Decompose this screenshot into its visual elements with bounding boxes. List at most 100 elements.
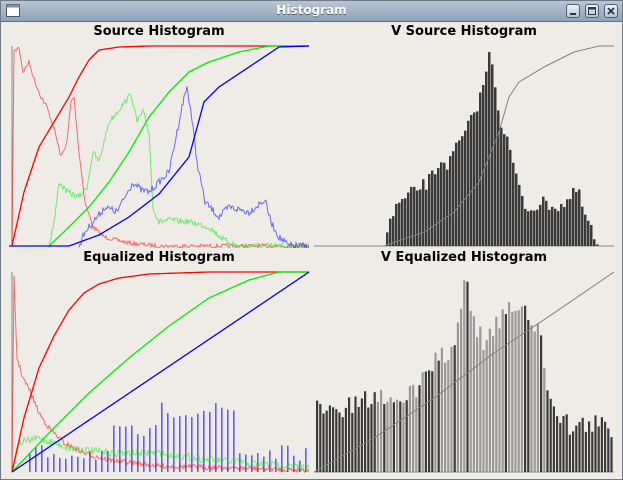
histogram-bar xyxy=(485,71,488,246)
histogram-bar xyxy=(590,224,593,246)
histogram-bar xyxy=(416,190,419,246)
histogram-bar xyxy=(401,198,404,246)
blue-histogram-bar xyxy=(305,448,307,472)
histogram-bar xyxy=(322,413,325,472)
blue-histogram-bar xyxy=(83,458,85,472)
histogram-bar xyxy=(560,204,563,246)
histogram-bar xyxy=(370,403,373,472)
histogram-bar xyxy=(546,390,549,472)
histogram-bar xyxy=(386,232,389,246)
blue-histogram-line xyxy=(78,86,309,248)
histogram-bar xyxy=(364,391,367,472)
histogram-bar xyxy=(581,206,584,246)
minimize-button[interactable] xyxy=(566,4,580,18)
histogram-bar xyxy=(520,306,523,472)
blue-histogram-bar xyxy=(197,413,199,472)
histogram-bar xyxy=(498,328,501,472)
blue-histogram-bar xyxy=(149,428,151,472)
blue-histogram-bar xyxy=(227,409,229,472)
panel-title: V Equalized Histogram xyxy=(380,250,548,265)
green-histogram-line xyxy=(48,93,309,248)
histogram-bar xyxy=(518,184,521,246)
histogram-bar xyxy=(536,323,539,472)
histogram-bar xyxy=(431,170,434,246)
histogram-bar xyxy=(552,406,555,472)
title-bar[interactable]: Histogram xyxy=(1,1,622,22)
histogram-bar xyxy=(335,409,338,472)
histogram-bar xyxy=(389,397,392,472)
blue-histogram-bar xyxy=(65,458,67,472)
histogram-bar xyxy=(424,371,427,472)
panel-title: V Source Histogram xyxy=(391,24,537,39)
histogram-bar xyxy=(455,142,458,246)
histogram-bar xyxy=(524,208,527,246)
histogram-bar xyxy=(449,156,452,246)
histogram-bar xyxy=(419,189,422,246)
minimize-icon xyxy=(570,13,576,15)
chart-icon xyxy=(6,4,20,17)
blue-histogram-bar xyxy=(161,402,163,472)
blue-histogram-bar xyxy=(47,457,49,472)
blue-histogram-bar xyxy=(101,450,103,472)
histogram-bar xyxy=(527,319,530,472)
blue-histogram-bar xyxy=(191,417,193,472)
histogram-bar xyxy=(447,360,450,472)
histogram-bar xyxy=(530,325,533,472)
close-button[interactable] xyxy=(604,4,618,18)
histogram-bar xyxy=(428,370,431,472)
histogram-bar xyxy=(469,310,472,472)
blue-histogram-bar xyxy=(221,407,223,472)
histogram-bar xyxy=(593,239,596,246)
histogram-bar xyxy=(376,401,379,472)
histogram-bar xyxy=(514,310,517,472)
histogram-bar xyxy=(572,431,575,472)
blue-cumulative-line xyxy=(11,271,309,473)
histogram-bar xyxy=(456,322,459,472)
histogram-bar xyxy=(418,385,421,472)
histogram-bar xyxy=(545,200,548,246)
blue-histogram-bar xyxy=(269,450,271,472)
green-cumulative-line xyxy=(11,271,309,473)
histogram-bar xyxy=(452,151,455,246)
histogram-bar xyxy=(325,410,328,472)
histogram-bar xyxy=(444,362,447,472)
histogram-bar xyxy=(354,396,357,472)
histogram-bar xyxy=(440,347,443,472)
histogram-bar xyxy=(437,167,440,246)
blue-histogram-bar xyxy=(287,445,289,472)
histogram-bar xyxy=(446,169,449,246)
histogram-bar xyxy=(508,301,511,472)
close-icon xyxy=(607,7,615,15)
histogram-bar xyxy=(533,331,536,472)
histogram-bar xyxy=(402,402,405,472)
blue-histogram-bar xyxy=(89,451,91,472)
histogram-bar xyxy=(341,417,344,472)
histogram-bar xyxy=(521,195,524,246)
blue-histogram-bar xyxy=(131,425,133,472)
histogram-bar xyxy=(554,208,557,246)
panel-title: Equalized Histogram xyxy=(83,250,235,265)
blue-histogram-bar xyxy=(179,416,181,472)
histogram-bar xyxy=(344,407,347,472)
histogram-bar xyxy=(473,112,476,247)
panel-title: Source Histogram xyxy=(93,24,225,39)
histogram-bar xyxy=(479,326,482,472)
green-histogram-line xyxy=(11,434,309,473)
maximize-button[interactable] xyxy=(585,4,599,18)
green-cumulative-line xyxy=(48,45,309,247)
panel-source: Source Histogram xyxy=(9,22,309,248)
histogram-bar xyxy=(434,352,437,472)
histogram-bar xyxy=(319,403,322,472)
red-cumulative-line xyxy=(11,45,309,247)
histogram-bar xyxy=(472,316,475,472)
histogram-bar xyxy=(578,189,581,246)
blue-histogram-bar xyxy=(59,457,61,472)
histogram-bar xyxy=(431,371,434,472)
blue-histogram-bar xyxy=(53,453,55,472)
histogram-bar xyxy=(461,136,464,246)
blue-histogram-bar xyxy=(107,450,109,472)
histogram-bar xyxy=(422,179,425,246)
blue-histogram-bar xyxy=(119,426,121,472)
histogram-bar xyxy=(421,372,424,472)
